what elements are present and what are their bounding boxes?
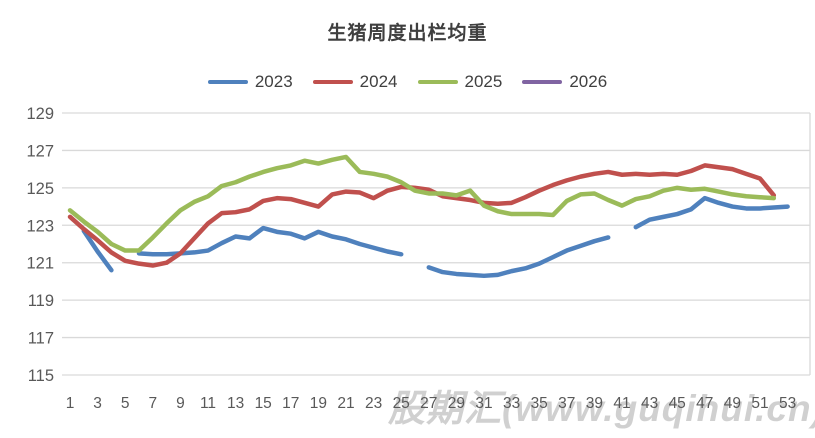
legend-item-2026: 2026: [522, 72, 607, 92]
legend-swatch-2023: [207, 79, 248, 85]
x-tick-label: 7: [148, 395, 157, 412]
series-line-2025: [67, 154, 777, 253]
y-tick-label: 117: [28, 330, 54, 348]
chart-legend: 2023 2024 2025 2026: [0, 72, 815, 92]
legend-label: 2026: [569, 72, 608, 91]
series-line-2023: [426, 235, 611, 279]
y-tick-label: 123: [26, 217, 54, 235]
x-tick-label: 51: [751, 395, 768, 412]
y-tick-label: 121: [26, 255, 54, 273]
legend-swatch-2026: [522, 79, 563, 85]
x-tick-label: 37: [558, 395, 575, 412]
x-tick-label: 31: [475, 395, 492, 412]
x-tick-label: 25: [393, 395, 410, 412]
y-tick-label: 115: [28, 367, 54, 385]
legend-item-2023: 2023: [207, 72, 293, 92]
x-tick-label: 45: [669, 395, 686, 412]
legend-swatch-2024: [312, 79, 353, 85]
y-tick-label: 125: [26, 180, 54, 198]
x-tick-label: 21: [337, 395, 354, 412]
legend-swatch-2025: [417, 79, 458, 85]
y-tick-label: 129: [26, 105, 54, 123]
x-tick-label: 13: [227, 395, 244, 412]
x-tick-label: 23: [365, 395, 382, 412]
x-tick-label: 9: [176, 395, 185, 412]
series-line-2023: [81, 228, 114, 273]
x-tick-label: 1: [66, 395, 75, 412]
series-line-2023: [136, 225, 404, 257]
watermark-text: 股期汇(www.guqihui.cn): [388, 388, 815, 429]
x-tick-label: 11: [200, 395, 216, 412]
x-tick-label: 35: [531, 395, 548, 412]
series-line-2024: [67, 163, 777, 268]
x-tick-label: 5: [121, 395, 130, 412]
x-tick-label: 19: [310, 395, 327, 412]
x-tick-label: 33: [503, 395, 520, 412]
x-tick-label: 3: [93, 395, 102, 412]
x-tick-label: 27: [420, 395, 437, 412]
legend-label: 2025: [464, 72, 503, 91]
x-tick-label: 17: [282, 395, 299, 412]
x-tick-label: 43: [641, 395, 658, 412]
chart-title: 生猪周度出栏均重: [327, 23, 488, 44]
x-tick-label: 15: [255, 395, 272, 412]
x-tick-label: 47: [696, 395, 713, 412]
x-tick-label: 49: [724, 395, 741, 412]
legend-label: 2023: [254, 72, 293, 91]
x-tick-label: 41: [613, 395, 630, 412]
legend-item-2025: 2025: [417, 72, 503, 92]
x-tick-label: 53: [779, 395, 796, 412]
y-tick-label: 119: [28, 292, 54, 310]
x-tick-label: 39: [586, 395, 603, 412]
legend-label: 2024: [359, 72, 398, 91]
y-tick-label: 127: [26, 142, 54, 160]
legend-item-2024: 2024: [312, 72, 398, 92]
x-tick-label: 29: [448, 395, 465, 412]
series-line-2023: [633, 195, 790, 230]
